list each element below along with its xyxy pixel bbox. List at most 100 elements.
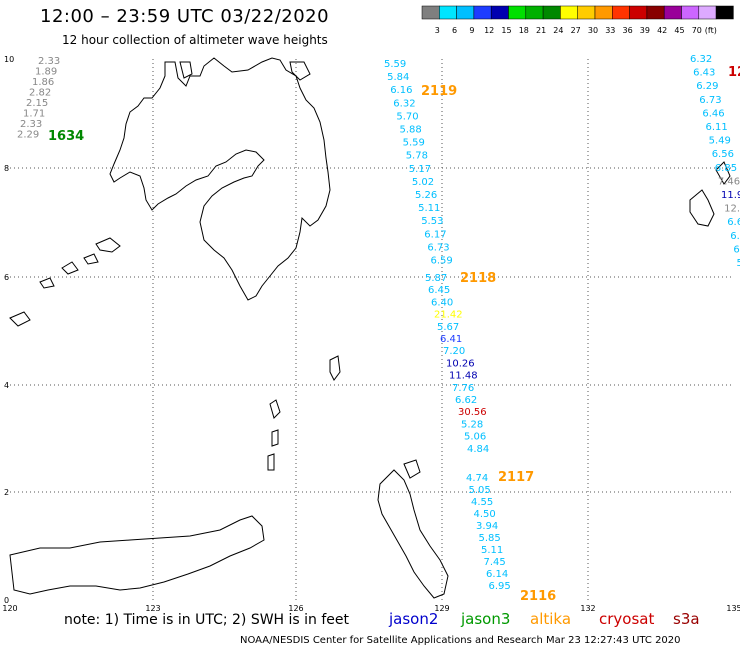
swh-value: 4.55 [471, 497, 493, 508]
page-subtitle: 12 hour collection of altimeter wave hei… [62, 33, 328, 47]
lon-label: 126 [288, 604, 303, 613]
legend-tick-label: 6 [452, 26, 457, 35]
swh-value: 4.74 [466, 473, 488, 484]
lat-label: 10 [4, 55, 14, 64]
coastline-sulu-4 [39, 277, 55, 289]
legend-tick-label: 12 [484, 26, 494, 35]
lat-label: 4 [4, 381, 9, 390]
coastline-sulu-1 [95, 237, 121, 253]
coastline-north-island [179, 61, 193, 79]
satellite-legend-item-s3a: s3a [673, 610, 700, 628]
legend-swatch [542, 5, 561, 20]
legend-swatch [646, 5, 665, 20]
page-title: 12:00 – 23:59 UTC 03/22/2020 [40, 6, 330, 27]
swh-value: 5.11 [418, 203, 440, 214]
coastline-sangihe [267, 399, 281, 471]
swh-value: 6.32 [690, 54, 712, 65]
swh-value: 5.17 [409, 164, 431, 175]
swh-value: 6.73 [427, 242, 449, 253]
swh-value: 6.43 [693, 68, 715, 79]
pass-time-label: 2119 [421, 84, 457, 99]
coastline-sulu-3 [61, 261, 79, 275]
swh-value: 3.94 [476, 521, 498, 532]
swh-value: 6.85 [715, 163, 737, 174]
legend-tick-label: 45 [674, 26, 684, 35]
swh-value: 5.84 [387, 72, 409, 83]
legend-tick-label: 39 [640, 26, 650, 35]
swh-value: 5.78 [406, 151, 428, 162]
legend-tick-label: 21 [536, 26, 546, 35]
swh-value: 5.59 [403, 138, 425, 149]
swh-value: 1.89 [35, 67, 57, 78]
coastline-sulu-5 [9, 311, 31, 327]
swh-value: 4.84 [467, 444, 489, 455]
footer-credit: NOAA/NESDIS Center for Satellite Applica… [240, 635, 681, 646]
coastline-palau [715, 161, 731, 185]
legend-swatch [456, 5, 475, 20]
swh-value: 6.45 [428, 285, 450, 296]
color-legend: 3 6 9 12 15 18 21 24 27 30 33 36 39 42 45 70 (ft) [421, 5, 734, 35]
swh-value: 5.70 [396, 111, 418, 122]
legend-tick-label: 33 [605, 26, 615, 35]
lon-label: 129 [434, 604, 449, 613]
legend-swatch [577, 5, 596, 20]
swh-value: 6.59 [431, 256, 453, 267]
lat-label: 0 [4, 596, 9, 605]
swh-value: 2.33 [38, 56, 60, 67]
swh-value: 21.42 [434, 310, 463, 321]
swh-value: 6.63 [727, 217, 740, 228]
swh-value: 30.56 [458, 407, 487, 418]
swh-value: 7.20 [443, 346, 465, 357]
swh-value: 5.11 [481, 545, 503, 556]
swh-value: 5.49 [709, 136, 731, 147]
satellite-legend-item-jason3: jason3 [461, 610, 511, 628]
coastline-east-islands [689, 189, 715, 227]
swh-value: 5.02 [412, 177, 434, 188]
legend-swatch [629, 5, 648, 20]
satellite-legend-item-jason2: jason2 [389, 610, 439, 628]
swh-value: 6.41 [440, 334, 462, 345]
pass-time-label: 2117 [498, 470, 534, 485]
legend-swatch [508, 5, 527, 20]
legend-tick-label: 24 [553, 26, 563, 35]
swh-value: 5.85 [479, 533, 501, 544]
swh-value: 5.26 [415, 190, 437, 201]
coastline-mindanao [109, 57, 331, 301]
swh-value: 6.40 [431, 297, 453, 308]
swh-value: 6.16 [390, 85, 412, 96]
swh-value: 5.67 [437, 322, 459, 333]
swh-value: 5.59 [384, 59, 406, 70]
lat-label: 6 [4, 273, 9, 282]
swh-value: 2.33 [20, 119, 42, 130]
coastline-sulu-2 [83, 253, 99, 265]
pass-time-label: 2116 [520, 589, 556, 604]
swh-value: 4.50 [474, 509, 496, 520]
swh-value: 2.82 [29, 88, 51, 99]
swh-value: 11.96 [721, 190, 740, 201]
swh-value: 6.11 [706, 122, 728, 133]
coastline-morotai [403, 459, 421, 479]
satellite-legend-item-altika: altika [530, 610, 572, 628]
legend-swatch [715, 5, 734, 20]
lat-label: 8 [4, 164, 9, 173]
legend-swatch [663, 5, 682, 20]
coastline-talaud [329, 355, 341, 381]
swh-value: 6.4 [733, 244, 740, 255]
swh-value: 11.48 [449, 371, 478, 382]
swh-value: 7.46 [718, 176, 740, 187]
legend-tick-label: 3 [435, 26, 440, 35]
swh-value: 7.45 [484, 557, 506, 568]
legend-swatch [439, 5, 457, 20]
swh-value: 6.14 [486, 569, 508, 580]
swh-value: 6.73 [699, 95, 721, 106]
swh-value: 5.88 [400, 125, 422, 136]
lat-label: 2 [4, 488, 9, 497]
legend-tick-label: 42 [657, 26, 667, 35]
coastline-halmahera [377, 469, 449, 599]
pass-time-label: 12 [728, 65, 740, 80]
pass-time-label: 2118 [460, 271, 496, 286]
coastline-sulawesi [9, 515, 265, 595]
legend-swatch [473, 5, 492, 20]
